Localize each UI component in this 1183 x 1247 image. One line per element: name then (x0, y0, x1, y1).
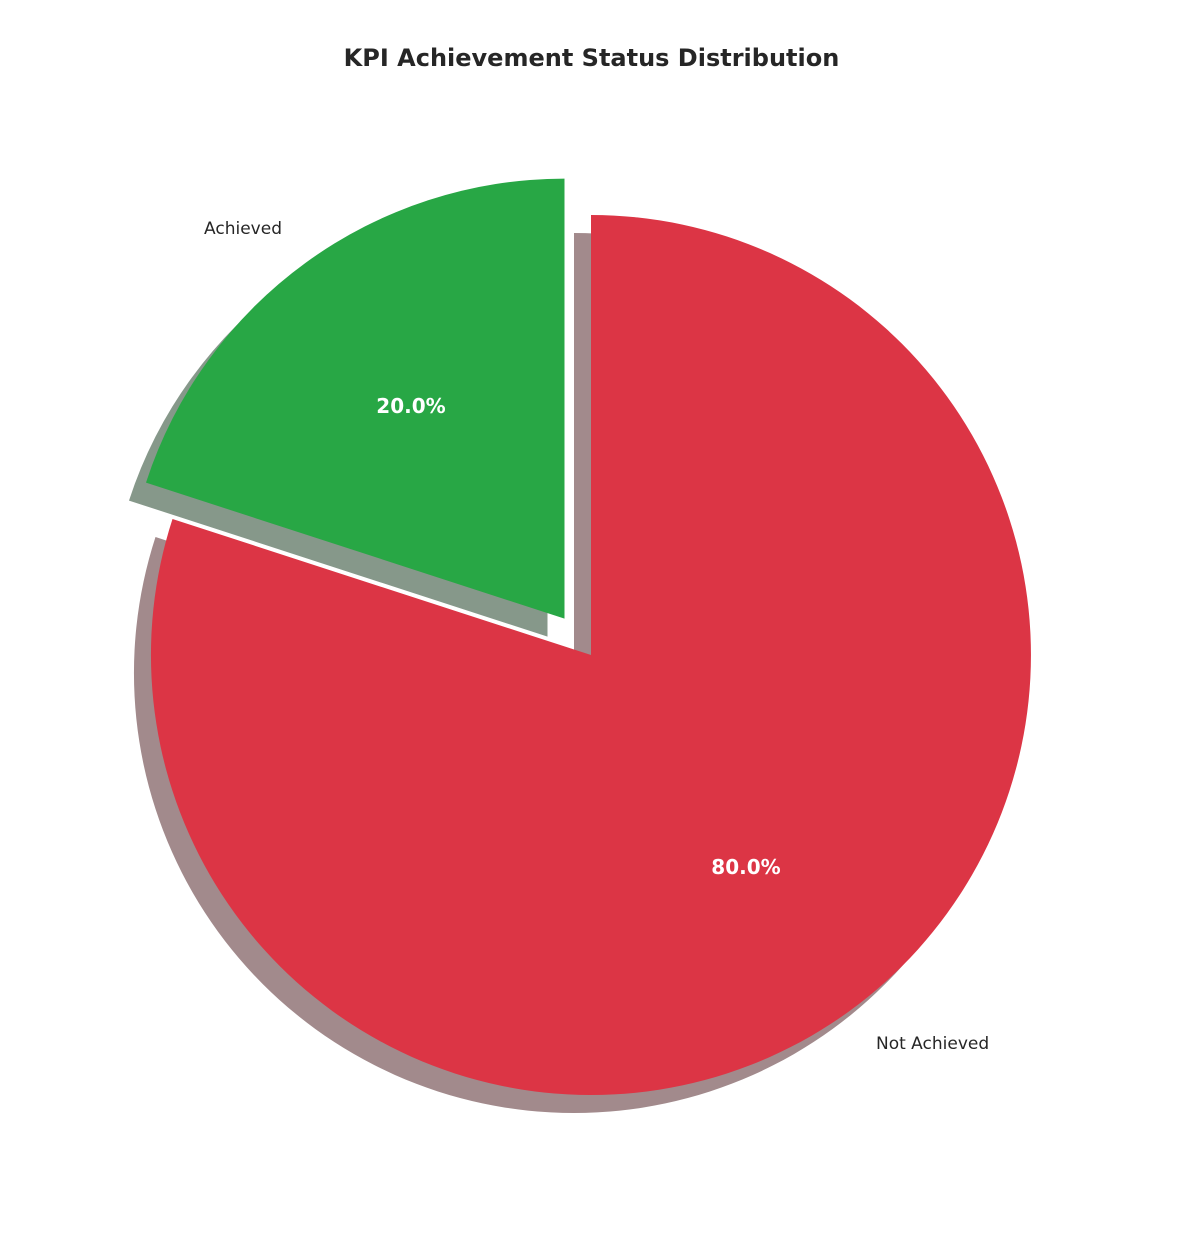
not-achieved-slice (150, 215, 1031, 1095)
chart-title: KPI Achievement Status Distribution (343, 44, 840, 72)
pct-label-achieved: 20.0% (376, 394, 446, 418)
pct-label-not-achieved: 80.0% (711, 855, 781, 879)
slice-label-not-achieved: Not Achieved (876, 1034, 990, 1054)
achieved-slice (146, 178, 565, 619)
slice-label-achieved: Achieved (204, 219, 282, 239)
